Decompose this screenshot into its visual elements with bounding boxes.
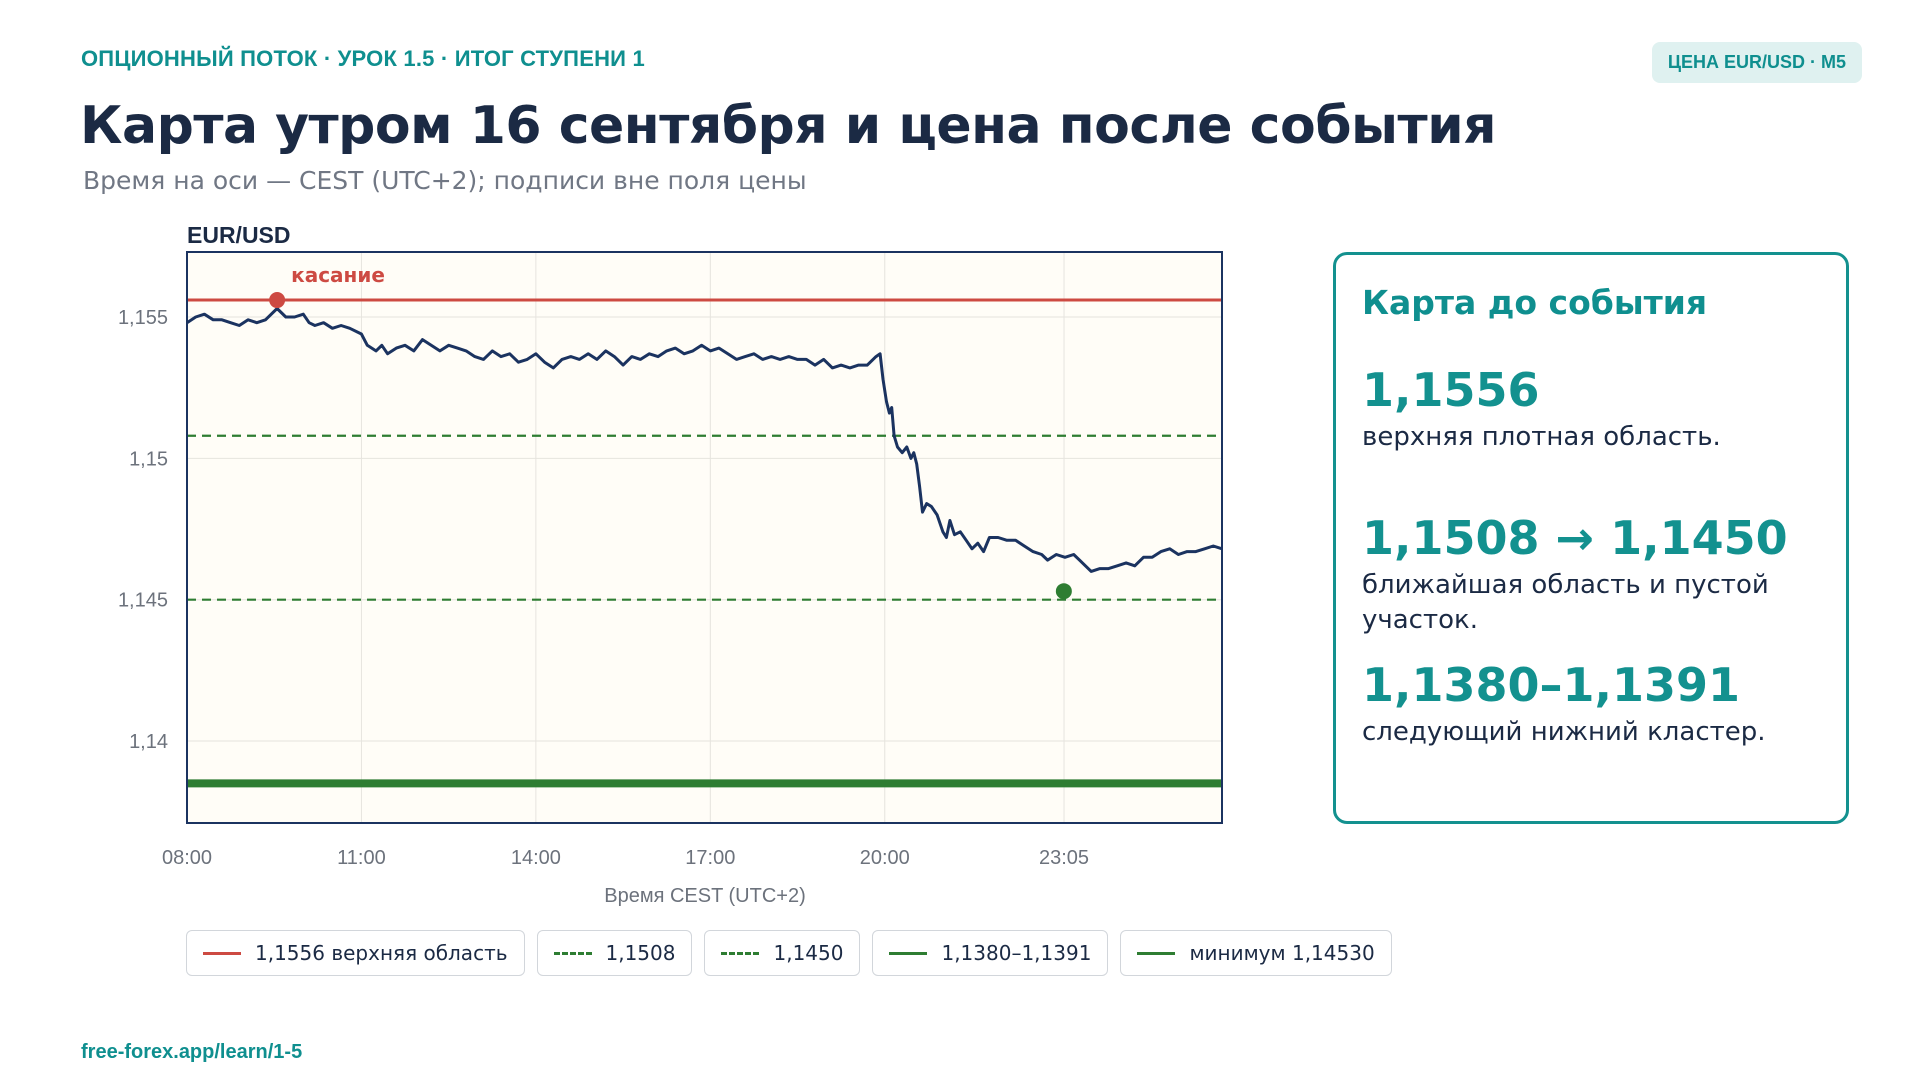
- x-tick-label: 11:00: [337, 847, 386, 869]
- y-tick-label: 1,145: [118, 590, 168, 612]
- price-line: [186, 307, 1223, 573]
- x-tick-label: 08:00: [162, 847, 212, 869]
- legend-swatch: [203, 951, 241, 955]
- legend-swatch: [553, 951, 592, 955]
- annotation-marker: [1055, 583, 1072, 600]
- page-subtitle: Время на оси — CEST (UTC+2); подписи вне…: [83, 166, 807, 195]
- side-item-value: 1,1380–1,1391: [1362, 658, 1741, 712]
- side-item-value: 1,1508 → 1,1450: [1362, 511, 1788, 565]
- legend-item: 1,1450: [704, 930, 861, 976]
- legend-swatch: [889, 951, 928, 955]
- instrument-badge: ЦЕНА EUR/USD · M5: [1651, 42, 1862, 83]
- legend-label: 1,1556 верхняя область: [255, 941, 508, 965]
- annotation-label: касание: [291, 263, 385, 287]
- x-axis-label: Время CEST (UTC+2): [604, 885, 805, 907]
- legend-label: минимум 1,14530: [1189, 941, 1375, 965]
- lesson-kicker: ОПЦИОННЫЙ ПОТОК · УРОК 1.5 · ИТОГ СТУПЕН…: [81, 46, 645, 71]
- chart-title: EUR/USD: [187, 222, 291, 248]
- side-item-text: следующий нижний кластер.: [1362, 716, 1766, 747]
- side-item-nearest: 1,1508 → 1,1450 ближайшая область и пуст…: [1362, 513, 1802, 639]
- x-tick-label: 20:00: [860, 847, 910, 869]
- y-tick-label: 1,155: [118, 307, 168, 329]
- plot-frame: [186, 251, 1223, 824]
- pre-event-map-card: Карта до события 1,1556 верхняя плотная …: [1333, 252, 1849, 824]
- x-tick-label: 23:05: [1039, 847, 1089, 869]
- side-item-text: ближайшая область и пустой участок.: [1362, 569, 1769, 636]
- side-item-upper: 1,1556 верхняя плотная область.: [1362, 365, 1802, 455]
- y-tick-label: 1,14: [129, 731, 168, 753]
- page-title: Карта утром 16 сентября и цена после соб…: [80, 96, 1497, 156]
- side-item-text: верхняя плотная область.: [1362, 421, 1721, 452]
- plot-area: [187, 252, 1222, 823]
- legend-item: 1,1380–1,1391: [872, 930, 1109, 976]
- side-item-value: 1,1556: [1362, 363, 1540, 417]
- legend-item: 1,1508: [536, 930, 693, 976]
- y-tick-label: 1,15: [129, 448, 168, 470]
- side-item-lower-cluster: 1,1380–1,1391 следующий нижний кластер.: [1362, 660, 1802, 750]
- chart-legend: 1,1556 верхняя область 1,1508 1,1450 1,1380…: [186, 930, 1392, 976]
- x-tick-label: 17:00: [685, 847, 735, 869]
- legend-item: минимум 1,14530: [1120, 930, 1392, 976]
- legend-swatch: [1137, 951, 1176, 955]
- x-tick-label: 14:00: [511, 847, 561, 869]
- footer-link[interactable]: free-forex.app/learn/1-5: [81, 1041, 303, 1063]
- legend-label: 1,1450: [773, 941, 844, 965]
- legend-item: 1,1556 верхняя область: [186, 930, 525, 976]
- legend-label: 1,1508: [605, 941, 676, 965]
- price-chart: 08:00 11:00 14:00 17:00 20:00 23:05 1,14 1,145 1…: [118, 222, 1223, 907]
- annotation-marker: [269, 292, 286, 309]
- side-card-title: Карта до события: [1362, 283, 1708, 322]
- legend-label: 1,1380–1,1391: [941, 941, 1092, 965]
- legend-swatch: [721, 951, 760, 955]
